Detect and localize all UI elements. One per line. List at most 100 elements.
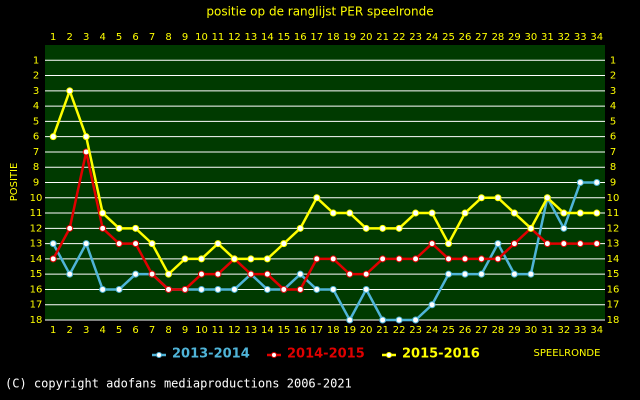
y-tick-label: 1 [33,55,39,66]
y-tick-label: 8 [33,162,39,173]
point [280,240,288,248]
point [543,194,551,202]
y-tick-label: 11 [30,208,43,219]
point [132,240,140,248]
y-tick-label-right: 8 [610,162,616,173]
point [445,240,453,248]
y-tick-label: 13 [30,239,43,250]
point [477,194,485,202]
y-tick-label: 17 [30,300,43,311]
y-tick-label-right: 3 [610,86,616,97]
x-tick-label: 16 [294,325,307,336]
y-tick-label-right: 10 [607,193,620,204]
point [461,209,469,217]
point [197,285,205,293]
point [510,270,518,278]
x-tick-label: 17 [310,325,323,336]
x-tick-label: 34 [590,325,603,336]
x-tick-label-top: 6 [132,32,138,43]
point [230,255,238,263]
y-tick-label-right: 1 [610,55,616,66]
x-tick-label-top: 16 [294,32,307,43]
legend-dot [386,352,392,358]
x-tick-label: 12 [228,325,241,336]
x-tick-label: 8 [165,325,171,336]
x-tick-label: 2 [67,325,73,336]
x-tick-label-top: 31 [541,32,554,43]
y-tick-label: 15 [30,269,43,280]
point [576,240,584,248]
x-tick-label: 32 [557,325,570,336]
y-tick-label: 10 [30,193,43,204]
point [329,255,337,263]
point [560,224,568,232]
x-tick-label: 9 [182,325,188,336]
point [148,270,156,278]
y-tick-label: 4 [33,101,39,112]
x-tick-label-top: 30 [525,32,538,43]
y-tick-label: 6 [33,132,39,143]
point [428,301,436,309]
x-tick-label-top: 14 [261,32,274,43]
x-tick-label: 3 [83,325,89,336]
x-tick-label: 15 [277,325,290,336]
point [346,270,354,278]
point [99,285,107,293]
x-tick-label: 7 [149,325,155,336]
point [527,270,535,278]
point [510,209,518,217]
y-tick-label-right: 17 [607,300,620,311]
point [115,285,123,293]
point [263,255,271,263]
point [115,240,123,248]
point [461,270,469,278]
point [66,224,74,232]
x-tick-label-top: 22 [393,32,406,43]
point [576,209,584,217]
x-tick-label-top: 12 [228,32,241,43]
footer: (C) copyright adofans mediaproductions 2… [5,377,352,391]
x-tick-label-top: 19 [343,32,356,43]
y-tick-label: 16 [30,284,43,295]
y-tick-label: 2 [33,71,39,82]
point [560,209,568,217]
point [362,285,370,293]
x-tick-label-top: 29 [508,32,521,43]
point [395,224,403,232]
point [510,240,518,248]
point [543,240,551,248]
point [494,194,502,202]
point [214,240,222,248]
x-tick-label-top: 7 [149,32,155,43]
y-axis-label: POSITIE [9,163,20,202]
series-line [52,87,597,277]
point [181,255,189,263]
y-tick-label-right: 4 [610,101,616,112]
point [461,255,469,263]
point [527,224,535,232]
y-tick-label: 12 [30,223,43,234]
y-tick-label-right: 7 [610,147,616,158]
point [313,255,321,263]
x-tick-label-top: 9 [182,32,188,43]
x-tick-label-top: 33 [574,32,587,43]
x-tick-label-top: 15 [277,32,290,43]
point [132,224,140,232]
y-tick-label: 3 [33,86,39,97]
y-tick-label-right: 2 [610,71,616,82]
point [412,209,420,217]
x-tick-label: 18 [327,325,340,336]
x-tick-label-top: 4 [99,32,105,43]
point [263,285,271,293]
point [280,285,288,293]
x-tick-label: 10 [195,325,208,336]
x-tick-label: 33 [574,325,587,336]
y-tick-label-right: 11 [607,208,620,219]
x-tick-label: 23 [409,325,422,336]
point [379,224,387,232]
point [82,133,90,141]
x-tick-label-top: 13 [245,32,258,43]
x-tick-label-top: 23 [409,32,422,43]
y-tick-label-right: 9 [610,178,616,189]
point [115,224,123,232]
